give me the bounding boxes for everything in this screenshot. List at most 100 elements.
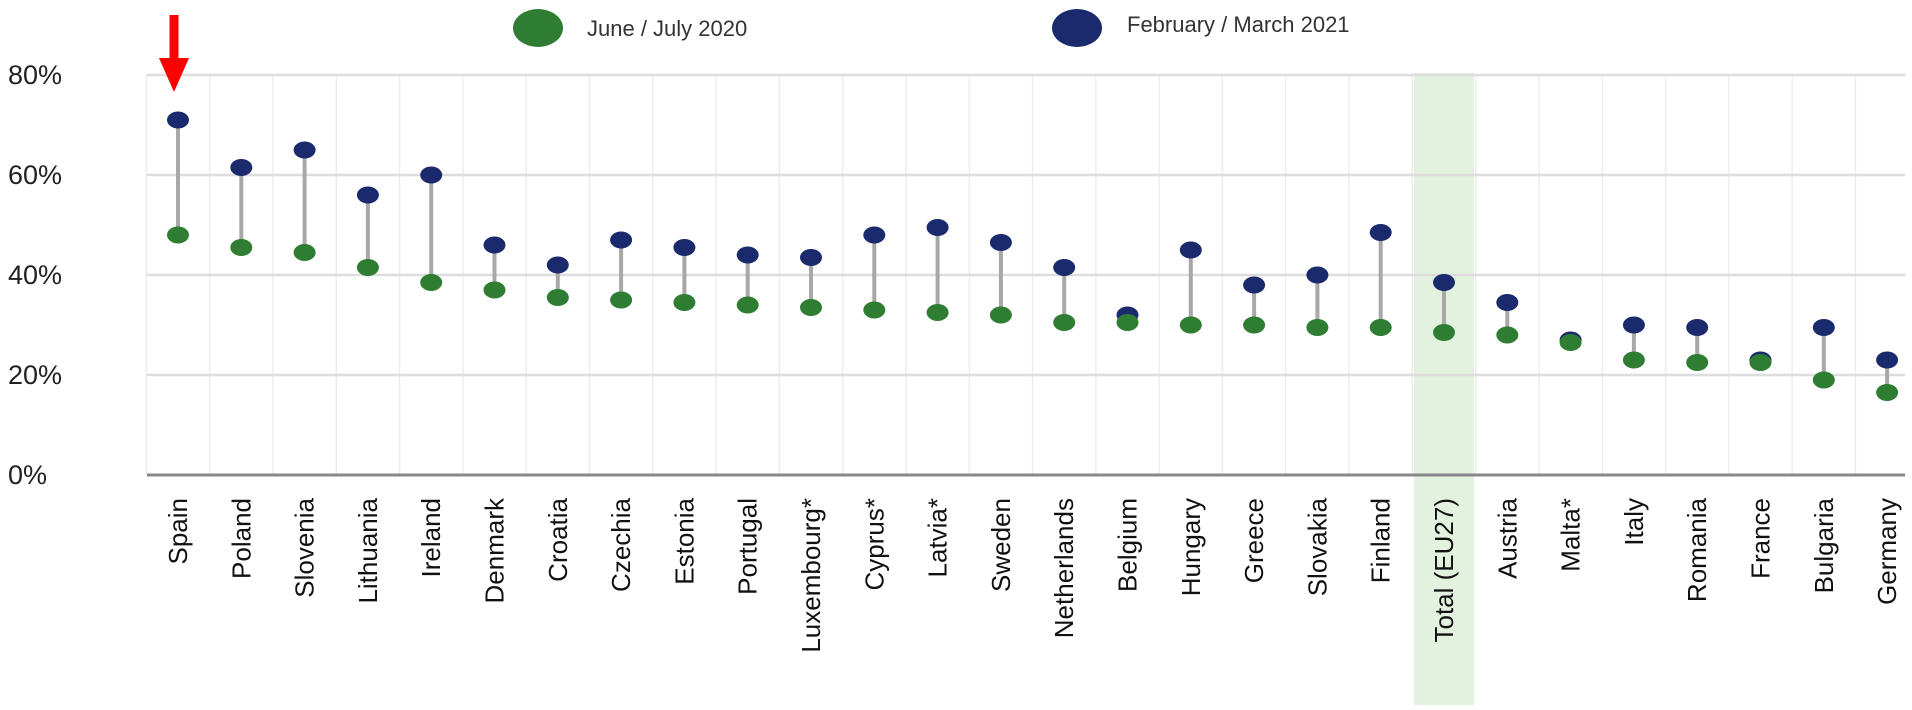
point-june-july-2020: [293, 244, 316, 261]
point-june-july-2020: [1496, 326, 1519, 344]
point-feb-mar-2021: [483, 236, 506, 254]
point-feb-mar-2021: [420, 166, 443, 184]
x-tick-label: Czechia: [606, 497, 636, 591]
x-tick-label: Denmark: [480, 497, 510, 603]
y-tick-label: 20%: [8, 360, 62, 390]
x-tick-label: Belgium: [1113, 498, 1143, 592]
x-tick-label: Greece: [1239, 498, 1269, 583]
legend-marker-june-july-2020: [513, 9, 563, 47]
point-june-july-2020: [1306, 319, 1329, 336]
point-feb-mar-2021: [1179, 241, 1202, 259]
x-tick-label: Poland: [226, 498, 256, 579]
point-feb-mar-2021: [1496, 294, 1519, 311]
point-june-july-2020: [1243, 316, 1266, 334]
point-june-july-2020: [610, 291, 633, 309]
point-june-july-2020: [1433, 324, 1455, 341]
x-tick-label: Estonia: [669, 497, 699, 584]
point-june-july-2020: [1179, 316, 1202, 334]
y-tick-label: 0%: [8, 460, 47, 490]
legend-marker-feb-mar-2021: [1052, 9, 1102, 47]
point-june-july-2020: [230, 239, 253, 256]
x-tick-label: Germany: [1872, 498, 1902, 605]
point-feb-mar-2021: [610, 231, 633, 249]
point-june-july-2020: [800, 299, 822, 316]
point-feb-mar-2021: [167, 111, 189, 129]
point-june-july-2020: [1812, 371, 1835, 389]
x-tick-label: Bulgaria: [1809, 497, 1839, 593]
point-feb-mar-2021: [546, 256, 569, 274]
point-feb-mar-2021: [1686, 319, 1709, 336]
legend-label-feb-mar-2021: February / March 2021: [1127, 12, 1350, 37]
x-tick-label: Lithuania: [353, 497, 383, 603]
point-june-july-2020: [483, 281, 506, 299]
point-feb-mar-2021: [673, 239, 696, 256]
x-tick-label: Spain: [163, 498, 193, 565]
legend: June / July 2020 February / March 2021: [513, 9, 1350, 47]
point-june-july-2020: [420, 274, 443, 291]
point-june-july-2020: [546, 289, 569, 306]
highlight-band-layer: [1414, 73, 1474, 705]
point-june-july-2020: [1369, 319, 1392, 336]
x-tick-label: Malta*: [1556, 498, 1586, 572]
x-tick-label: Hungary: [1176, 498, 1206, 596]
x-tick-label: Romania: [1682, 497, 1712, 602]
point-june-july-2020: [736, 296, 759, 314]
x-tick-label: Cyprus*: [859, 498, 889, 590]
y-tick-label: 40%: [8, 260, 62, 290]
point-june-july-2020: [1876, 384, 1899, 401]
point-feb-mar-2021: [1053, 259, 1076, 276]
y-tick-label: 80%: [8, 60, 62, 90]
point-june-july-2020: [863, 301, 886, 319]
points-layer: [167, 111, 1899, 401]
point-feb-mar-2021: [356, 186, 379, 204]
point-feb-mar-2021: [1369, 224, 1392, 241]
point-feb-mar-2021: [1306, 266, 1329, 284]
red-arrow-shaft: [169, 15, 179, 63]
point-feb-mar-2021: [989, 234, 1012, 251]
point-june-july-2020: [673, 294, 696, 311]
x-tick-label: Luxembourg*: [796, 498, 826, 653]
x-tick-label: Latvia*: [923, 498, 953, 578]
point-feb-mar-2021: [230, 159, 253, 176]
point-june-july-2020: [356, 259, 379, 276]
y-tick-label: 60%: [8, 160, 62, 190]
point-feb-mar-2021: [863, 226, 886, 244]
point-feb-mar-2021: [1243, 276, 1266, 294]
red-arrow-head: [159, 58, 189, 92]
point-feb-mar-2021: [800, 249, 822, 266]
legend-label-june-july-2020: June / July 2020: [587, 16, 747, 41]
point-feb-mar-2021: [736, 246, 759, 264]
point-june-july-2020: [167, 226, 189, 244]
total-highlight-band: [1414, 73, 1474, 705]
x-tick-label: France: [1746, 498, 1776, 579]
x-tick-label: Finland: [1366, 498, 1396, 583]
point-june-july-2020: [1749, 354, 1772, 371]
x-tick-label: Austria: [1492, 497, 1522, 578]
x-tick-label: Total (EU27): [1429, 498, 1459, 643]
point-feb-mar-2021: [1433, 274, 1455, 291]
point-june-july-2020: [926, 304, 949, 321]
x-tick-label: Slovakia: [1302, 497, 1332, 596]
point-feb-mar-2021: [1876, 351, 1899, 369]
tick-label-layer: 0% 20% 40% 60% 80% Spain Poland Slovenia Lithuan…: [8, 60, 1902, 653]
point-feb-mar-2021: [293, 141, 316, 159]
point-feb-mar-2021: [1622, 316, 1645, 334]
x-tick-label: Sweden: [986, 498, 1016, 592]
point-june-july-2020: [1622, 351, 1645, 369]
point-june-july-2020: [1053, 314, 1076, 331]
point-june-july-2020: [1686, 354, 1709, 371]
x-tick-label: Slovenia: [290, 497, 320, 597]
x-tick-label: Portugal: [733, 498, 763, 595]
annotation-layer: [159, 15, 189, 92]
grid-layer: [145, 73, 1905, 475]
point-feb-mar-2021: [1812, 319, 1835, 336]
point-feb-mar-2021: [926, 219, 949, 236]
point-june-july-2020: [989, 306, 1012, 324]
point-june-july-2020: [1116, 314, 1139, 331]
x-tick-label: Netherlands: [1049, 498, 1079, 638]
x-tick-label: Croatia: [543, 497, 573, 581]
point-june-july-2020: [1559, 334, 1582, 351]
x-tick-label: Italy: [1619, 498, 1649, 546]
